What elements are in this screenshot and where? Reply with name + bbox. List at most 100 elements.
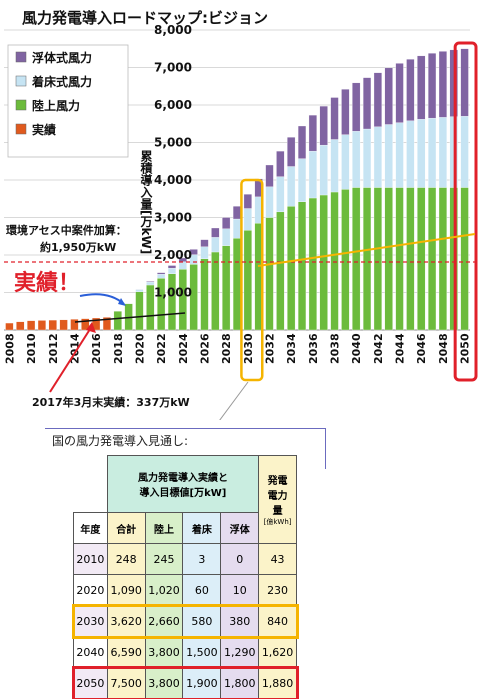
y-tick-label: 6,000 <box>154 98 192 112</box>
x-tick-label: 2048 <box>437 333 450 364</box>
bar-segment <box>146 281 154 282</box>
x-tick-label: 2008 <box>3 333 16 364</box>
assessment-note-line1: 環境アセス中案件加算： <box>6 223 127 237</box>
bar-segment <box>211 252 219 330</box>
y-tick-label: 4,000 <box>154 173 192 187</box>
bar-segment <box>417 56 425 119</box>
bar-segment <box>428 53 436 118</box>
bar-segment <box>114 311 122 330</box>
legend-swatch <box>16 76 26 86</box>
bar-segment <box>16 322 24 330</box>
legend-label: 陸上風力 <box>32 98 80 113</box>
bar-segment <box>396 63 404 122</box>
x-tick-label: 2042 <box>372 333 385 364</box>
cell-onshore: 3,800 <box>145 637 183 668</box>
x-tick-label: 2030 <box>242 333 255 364</box>
x-tick-label: 2024 <box>177 333 190 364</box>
legend-swatch <box>16 52 26 62</box>
cell-year: 2050 <box>74 668 108 699</box>
legend-label: 着床式風力 <box>31 74 92 89</box>
cell-year: 2030 <box>74 606 108 637</box>
chart-title: 風力発電導入ロードマップ:ビジョン <box>22 9 268 27</box>
bar-segment <box>233 238 241 330</box>
x-tick-label: 2016 <box>90 333 103 364</box>
cell-floating: 10 <box>221 575 259 606</box>
table-group-header: 風力発電導入実績と 導入目標値[万kW] <box>107 456 258 513</box>
col-fixed: 着床 <box>183 513 221 544</box>
cell-fixed: 3 <box>183 544 221 575</box>
bar-segment <box>38 320 46 330</box>
bar-segment <box>396 123 404 188</box>
cell-total: 248 <box>107 544 145 575</box>
gen-unit: [億kWh] <box>259 517 296 527</box>
bar-segment <box>266 165 274 187</box>
col-year: 年度 <box>74 513 108 544</box>
cell-year: 2010 <box>74 544 108 575</box>
bar-segment <box>309 151 317 198</box>
bar-segment <box>374 73 382 127</box>
bar-segment <box>374 127 382 188</box>
bar-segment <box>211 228 219 237</box>
bar-segment <box>428 118 436 187</box>
y-tick-label: 1,000 <box>154 286 192 300</box>
cell-year: 2020 <box>74 575 108 606</box>
bar-segment <box>352 131 360 187</box>
bar-segment <box>146 285 154 330</box>
x-tick-label: 2020 <box>133 333 146 364</box>
bar-segment <box>287 206 295 330</box>
group-header-line-2: 導入目標値[万kW] <box>108 484 258 499</box>
bar-segment <box>396 188 404 331</box>
bar-segment <box>233 206 241 219</box>
cell-gen: 43 <box>259 544 297 575</box>
x-tick-label: 2044 <box>394 333 407 364</box>
y-tick-label: 7,000 <box>154 61 192 75</box>
bar-segment <box>461 49 469 117</box>
x-tick-label: 2026 <box>198 333 211 364</box>
bar-segment <box>331 192 339 330</box>
bar-segment <box>266 218 274 331</box>
cell-floating: 1,290 <box>221 637 259 668</box>
cell-onshore: 245 <box>145 544 183 575</box>
bar-segment <box>309 198 317 330</box>
bar-segment <box>461 116 469 187</box>
bar-segment <box>363 188 371 331</box>
bar-segment <box>201 259 209 330</box>
cell-fixed: 580 <box>183 606 221 637</box>
cell-gen: 1,620 <box>259 637 297 668</box>
bar-segment <box>298 126 306 159</box>
x-tick-label: 2034 <box>285 333 298 364</box>
assessment-note-line2: 約1,950万kW <box>40 240 116 254</box>
projection-table-wrapper: 風力発電導入実績と 導入目標値[万kW] 発電 電力 量 [億kWh] 年度 合… <box>73 455 299 683</box>
bar-segment <box>157 274 165 278</box>
x-tick-label: 2010 <box>25 333 38 364</box>
bar-segment <box>363 129 371 188</box>
bar-segment <box>331 98 339 140</box>
bar-segment <box>320 145 328 195</box>
bar-segment <box>417 119 425 187</box>
x-tick-label: 2038 <box>329 333 342 364</box>
bar-segment <box>298 202 306 330</box>
bar-segment <box>222 218 230 229</box>
x-tick-label: 2032 <box>264 333 277 364</box>
x-tick-label: 2022 <box>155 333 168 364</box>
bar-segment <box>266 187 274 218</box>
table-corner <box>74 456 108 513</box>
bar-segment <box>233 219 241 238</box>
cell-gen: 840 <box>259 606 297 637</box>
cell-onshore: 3,800 <box>145 668 183 699</box>
cell-total: 6,590 <box>107 637 145 668</box>
cell-gen: 1,880 <box>259 668 297 699</box>
bar-segment <box>60 320 68 330</box>
bar-segment <box>309 115 317 151</box>
bar-segment <box>406 59 414 121</box>
bar-segment <box>439 117 447 187</box>
bar-segment <box>276 212 284 330</box>
gen-header-line-3: 量 <box>259 502 296 517</box>
cell-year: 2040 <box>74 637 108 668</box>
connector-line <box>205 382 248 420</box>
blue-arrow-head <box>118 298 126 306</box>
projection-table: 風力発電導入実績と 導入目標値[万kW] 発電 電力 量 [億kWh] 年度 合… <box>73 455 297 699</box>
bar-segment <box>439 51 447 117</box>
